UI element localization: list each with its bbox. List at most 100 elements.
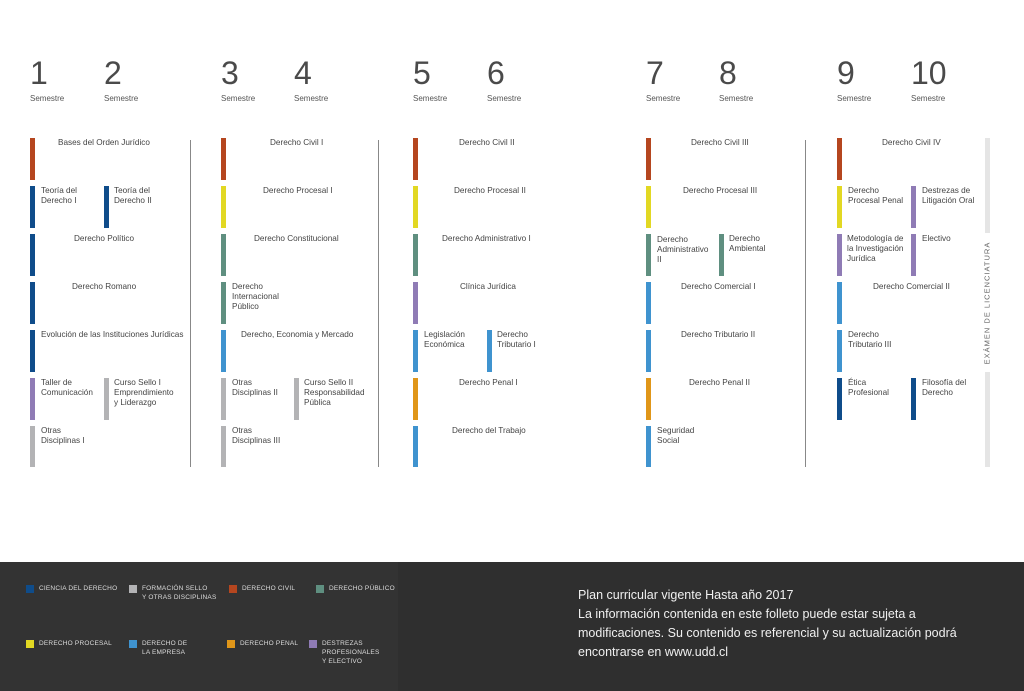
legend-item-derecho-civil: DERECHO CIVIL [229, 584, 295, 593]
course-title: Otras Disciplinas I [41, 426, 85, 445]
course-derecho-internacional: Derecho Internacional Público [221, 282, 373, 324]
legend-label: CIENCIA DEL DERECHO [39, 585, 118, 592]
course-title: Derecho Comercial I [681, 282, 756, 291]
legend-item-derecho-empresa: DERECHO DE LA EMPRESA [129, 639, 187, 657]
course-title: Otras Disciplinas II [232, 378, 278, 397]
course-title: Derecho Comercial II [873, 282, 950, 291]
semester-number: 6 [487, 55, 505, 91]
semester-label: Semestre [104, 94, 139, 103]
course-title: Derecho Administrativo II [657, 235, 709, 264]
semester-label: Semestre [719, 94, 754, 103]
legend-label: DERECHO PROCESAL [39, 640, 112, 647]
category-bar [646, 186, 651, 228]
course-title: Derecho Civil III [691, 138, 749, 147]
course-derecho-administrativo-1: Derecho Administrativo I [413, 234, 563, 276]
category-bar [646, 138, 651, 180]
course-derecho-civil-2: Derecho Civil II [413, 138, 563, 180]
legend-item-formacion-sello: FORMACIÓN SELLO Y OTRAS DISCIPLINAS [129, 584, 216, 602]
course-title: Derecho Político [74, 234, 135, 243]
semester-label: Semestre [646, 94, 681, 103]
exam-label-text: EXÁMEN DE LICENCIATURA [982, 241, 992, 365]
semester-number: 2 [104, 55, 122, 91]
course-title: Legislación Económica [424, 330, 465, 349]
semester-label: Semestre [294, 94, 329, 103]
course-destrezas-litigacion: Destrezas de Litigación Oral [911, 186, 981, 228]
course-title: Evolución de las Instituciones Jurídicas [41, 330, 184, 339]
category-bar [30, 378, 35, 420]
category-bar [413, 378, 418, 420]
category-bar [104, 378, 109, 420]
legend-swatch [229, 585, 237, 593]
course-title: Derecho Internacional Público [232, 282, 279, 311]
category-bar [646, 234, 651, 276]
category-bar [221, 234, 226, 276]
legend-item-derecho-penal: DERECHO PENAL [227, 639, 298, 648]
year-divider [190, 140, 191, 467]
course-title: Metodología de la Investigación Jurídica [847, 234, 904, 263]
course-title: Derecho Tributario II [681, 330, 756, 339]
course-title: Ética Profesional [848, 378, 889, 397]
course-curso-sello-2: Curso Sello II Responsabilidad Pública [294, 378, 374, 420]
category-bar [719, 234, 724, 276]
course-electivo: Electivo [911, 234, 971, 276]
course-etica-profesional: Ética Profesional [837, 378, 905, 420]
semester-number: 1 [30, 55, 48, 91]
semester-header-10: 10 Semestre [911, 56, 971, 103]
course-otras-disciplinas-3: Otras Disciplinas III [221, 426, 321, 467]
category-bar [30, 282, 35, 324]
course-derecho-tributario-3: Derecho Tributario III [837, 330, 937, 372]
semester-number: 5 [413, 55, 431, 91]
year-divider [378, 140, 379, 467]
category-bar [30, 330, 35, 372]
course-derecho-civil-3: Derecho Civil III [646, 138, 798, 180]
course-title: Taller de Comunicación [41, 378, 93, 397]
semester-header-2: 2 Semestre [104, 56, 164, 103]
course-taller-comunicacion: Taller de Comunicación [30, 378, 98, 420]
course-title: Clínica Jurídica [460, 282, 516, 291]
category-bar [413, 330, 418, 372]
category-bar [221, 330, 226, 372]
course-title: Derecho Procesal III [683, 186, 758, 195]
course-derecho-politico: Derecho Político [30, 234, 188, 276]
category-bar [221, 378, 226, 420]
course-title: Derecho Procesal I [263, 186, 333, 195]
category-bar [413, 138, 418, 180]
semester-header-3: 3 Semestre [221, 56, 281, 103]
course-title: Destrezas de Litigación Oral [922, 186, 975, 205]
semester-header-9: 9 Semestre [837, 56, 897, 103]
legend-swatch [26, 640, 34, 648]
category-bar [413, 234, 418, 276]
course-title: Derecho Civil I [270, 138, 324, 147]
semester-label: Semestre [837, 94, 872, 103]
course-derecho-ambiental: Derecho Ambiental [719, 234, 799, 276]
course-title: Derecho Administrativo I [442, 234, 531, 243]
course-derecho-tributario-1: Derecho Tributario I [487, 330, 563, 372]
category-bar [294, 378, 299, 420]
category-bar [646, 378, 651, 420]
semester-label: Semestre [221, 94, 256, 103]
legend-item-derecho-publico: DERECHO PÚBLICO [316, 584, 395, 593]
course-clinica-juridica: Clínica Jurídica [413, 282, 563, 324]
semester-header-4: 4 Semestre [294, 56, 354, 103]
semester-header-1: 1 Semestre [30, 56, 90, 103]
course-title: Curso Sello II Responsabilidad Pública [304, 378, 365, 407]
course-legislacion-economica: Legislación Económica [413, 330, 481, 372]
category-bar [646, 282, 651, 324]
course-derecho-constitucional: Derecho Constitucional [221, 234, 373, 276]
category-bar [911, 234, 916, 276]
course-title: Otras Disciplinas III [232, 426, 281, 445]
semester-header-6: 6 Semestre [487, 56, 547, 103]
category-bar [837, 186, 842, 228]
category-bar [413, 426, 418, 467]
semester-label: Semestre [487, 94, 522, 103]
course-title: Derecho Procesal Penal [848, 186, 904, 205]
semester-number: 4 [294, 55, 312, 91]
exam-bar-bottom [985, 372, 990, 467]
course-title: Derecho Ambiental [729, 234, 766, 253]
course-title: Derecho Tributario III [848, 330, 892, 349]
course-derecho-tributario-2: Derecho Tributario II [646, 330, 798, 372]
category-bar [30, 138, 35, 180]
legend-label: FORMACIÓN SELLO Y OTRAS DISCIPLINAS [142, 585, 217, 601]
legend-swatch [316, 585, 324, 593]
category-bar [221, 138, 226, 180]
